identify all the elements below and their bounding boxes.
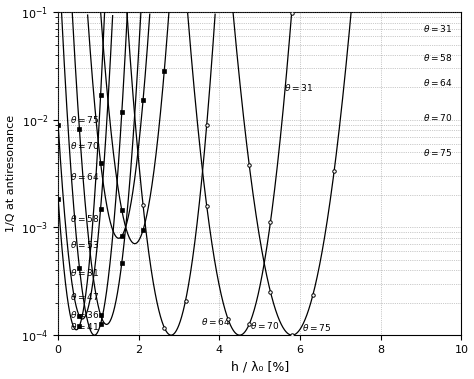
Text: $\theta=64$: $\theta=64$ bbox=[423, 77, 453, 88]
Text: $\theta = 47$: $\theta = 47$ bbox=[70, 291, 100, 302]
X-axis label: h / λ₀ [%]: h / λ₀ [%] bbox=[231, 360, 289, 373]
Text: $\theta=31$: $\theta=31$ bbox=[284, 82, 313, 93]
Text: $\theta = 41$: $\theta = 41$ bbox=[70, 321, 100, 332]
Text: $\theta=75$: $\theta=75$ bbox=[302, 322, 331, 333]
Text: $\theta = 70$: $\theta = 70$ bbox=[70, 140, 100, 151]
Text: $\theta=70$: $\theta=70$ bbox=[423, 112, 453, 123]
Text: $\theta=70$: $\theta=70$ bbox=[250, 320, 279, 331]
Text: $\theta=64$: $\theta=64$ bbox=[201, 316, 231, 327]
Text: $\theta=58$: $\theta=58$ bbox=[423, 52, 453, 63]
Text: $\theta = 36$: $\theta = 36$ bbox=[70, 309, 100, 320]
Text: $\theta = 75$: $\theta = 75$ bbox=[70, 114, 100, 125]
Text: $\theta = 58$: $\theta = 58$ bbox=[70, 213, 100, 224]
Text: $\theta = 53$: $\theta = 53$ bbox=[70, 239, 100, 250]
Text: $\theta = 31$: $\theta = 31$ bbox=[70, 267, 100, 278]
Text: $\theta=75$: $\theta=75$ bbox=[423, 147, 452, 158]
Text: $\theta = 64$: $\theta = 64$ bbox=[70, 171, 100, 182]
Text: $\theta=31$: $\theta=31$ bbox=[423, 23, 452, 34]
Y-axis label: 1/Q at antiresonance: 1/Q at antiresonance bbox=[6, 115, 16, 232]
